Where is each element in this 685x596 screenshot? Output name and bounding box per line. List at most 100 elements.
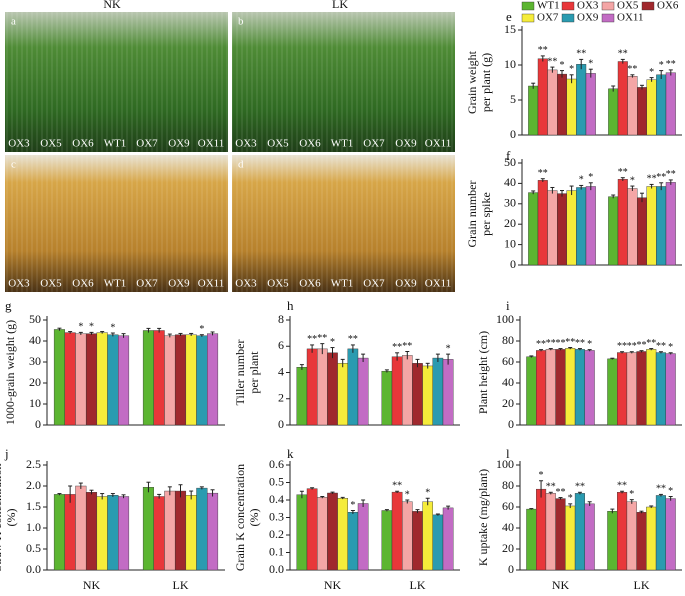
significance: ** <box>617 481 627 492</box>
genotype-label: OX3 <box>235 278 257 290</box>
y-tick-label: 20 <box>502 396 514 410</box>
legend-swatch <box>641 1 655 11</box>
y-tick-label: 10 <box>504 236 516 250</box>
bar <box>537 180 548 266</box>
bar <box>337 498 349 571</box>
bar <box>566 190 577 266</box>
bar <box>422 501 434 571</box>
y-tick-label: 60 <box>502 354 514 368</box>
significance: ** <box>647 174 657 185</box>
y-tick-label: 0.0 <box>26 562 41 576</box>
genotype-label: OX6 <box>72 278 94 290</box>
genotype-label: OX3 <box>8 278 30 290</box>
y-tick-label: 20 <box>29 375 41 389</box>
bar <box>555 349 566 426</box>
significance: * <box>659 60 664 71</box>
photo-b <box>232 12 455 152</box>
significance: ** <box>637 340 647 351</box>
y-tick-label: 10 <box>29 396 41 410</box>
bar <box>402 501 413 571</box>
y-tick-label: 60 <box>502 499 514 513</box>
panel-letter: b <box>238 16 244 28</box>
significance: * <box>587 339 592 350</box>
y-tick-label: 0.0 <box>269 562 284 576</box>
significance: ** <box>656 484 666 495</box>
bar <box>607 358 618 426</box>
y-axis-label: Grain number <box>465 181 479 248</box>
legend-label: WT1 <box>537 0 560 12</box>
significance: ** <box>575 338 585 349</box>
legend-swatch <box>601 13 615 23</box>
genotype-label: OX7 <box>136 278 158 290</box>
bar <box>536 488 547 571</box>
bar <box>636 512 647 571</box>
bar <box>432 357 444 426</box>
legend-label: OX7 <box>537 12 559 24</box>
bar <box>585 73 596 136</box>
bar <box>164 490 176 571</box>
legend-swatch <box>561 13 575 23</box>
legend-label: OX6 <box>657 0 679 12</box>
bar <box>574 349 586 426</box>
bar <box>142 330 154 426</box>
bar <box>85 492 98 571</box>
bar <box>526 508 537 571</box>
significance: * <box>425 488 430 499</box>
significance: * <box>89 322 94 333</box>
bar <box>296 367 308 426</box>
legend-label: OX11 <box>617 12 643 24</box>
bar <box>665 182 676 266</box>
significance: * <box>78 322 83 333</box>
bar <box>626 352 637 426</box>
bar <box>626 501 637 571</box>
bar <box>422 365 434 426</box>
y-tick-label: 0 <box>510 127 516 141</box>
x-tick-label: LK <box>634 578 650 592</box>
significance: ** <box>575 482 585 493</box>
y-tick-label: 0 <box>510 257 516 271</box>
significance: * <box>199 324 204 335</box>
bar <box>565 505 576 571</box>
legend-swatch <box>521 13 535 23</box>
bar <box>347 512 359 571</box>
genotype-label: OX6 <box>72 138 94 150</box>
y-tick-label: 1.5 <box>26 499 41 513</box>
significance: * <box>629 489 634 500</box>
bar <box>412 363 423 426</box>
bar <box>584 503 595 571</box>
bar <box>665 353 676 426</box>
panel-letter: h <box>287 298 294 313</box>
bar <box>627 75 638 136</box>
y-tick-label: 2.5 <box>26 457 41 471</box>
bar <box>357 503 369 571</box>
bar <box>536 350 547 426</box>
bar <box>306 488 318 571</box>
genotype-label: WT1 <box>331 278 354 290</box>
bar <box>545 349 556 426</box>
bar <box>576 187 587 266</box>
y-tick-label: 4 <box>278 364 284 378</box>
bar <box>637 87 648 136</box>
significance: ** <box>538 45 548 56</box>
y-axis-label: per plant <box>247 351 261 394</box>
bar <box>655 495 667 571</box>
bar <box>607 511 618 571</box>
bar <box>327 352 338 426</box>
significance: ** <box>556 487 566 498</box>
bar <box>75 485 87 571</box>
bar <box>64 332 76 426</box>
panel-letter: g <box>5 298 12 313</box>
y-axis-label: (%) <box>4 509 18 527</box>
bar <box>327 492 338 571</box>
significance: ** <box>546 482 556 493</box>
y-axis-label: per spike <box>479 192 493 236</box>
significance: ** <box>656 172 666 183</box>
x-tick-label: LK <box>173 578 189 592</box>
y-axis-label: K uptake (mg/plant) <box>476 469 490 566</box>
bar <box>206 492 219 571</box>
y-tick-label: 80 <box>502 478 514 492</box>
genotype-label: OX9 <box>395 278 417 290</box>
significance: ** <box>666 169 676 180</box>
bar <box>656 186 667 266</box>
